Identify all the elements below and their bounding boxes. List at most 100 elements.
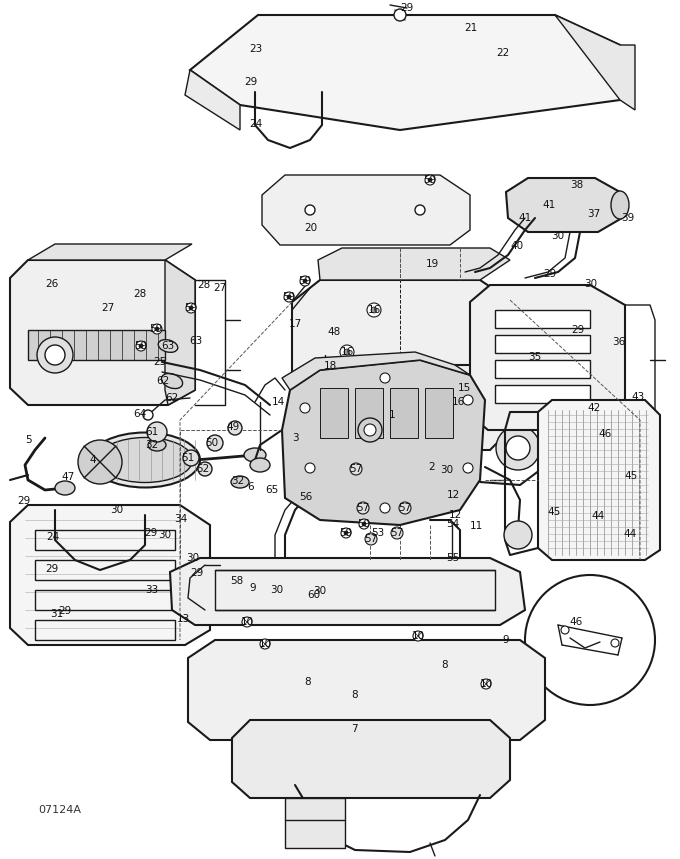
Text: 59: 59	[150, 324, 163, 334]
Circle shape	[228, 421, 242, 435]
Polygon shape	[282, 360, 485, 525]
Text: 26: 26	[46, 279, 58, 289]
Text: 12: 12	[448, 510, 462, 520]
Text: 65: 65	[265, 485, 279, 495]
Bar	[355, 388, 383, 438]
Text: 8: 8	[352, 690, 358, 700]
Circle shape	[260, 639, 270, 649]
Text: 11: 11	[469, 521, 483, 531]
Text: 58: 58	[231, 576, 243, 586]
Text: 56: 56	[299, 492, 313, 502]
Text: 57: 57	[398, 503, 411, 513]
Text: 59: 59	[135, 341, 148, 351]
Ellipse shape	[148, 439, 166, 451]
Circle shape	[496, 426, 540, 470]
Text: 30: 30	[584, 279, 598, 289]
Circle shape	[305, 463, 315, 473]
Text: 29: 29	[58, 606, 71, 616]
Circle shape	[391, 527, 403, 539]
Polygon shape	[165, 260, 195, 405]
Polygon shape	[555, 15, 635, 110]
Text: 16: 16	[341, 347, 354, 357]
Circle shape	[207, 435, 223, 451]
Text: 46: 46	[598, 429, 611, 439]
Circle shape	[413, 631, 423, 641]
Text: 12: 12	[446, 490, 460, 500]
Circle shape	[136, 341, 146, 351]
Polygon shape	[185, 70, 240, 130]
Circle shape	[183, 450, 199, 466]
Polygon shape	[188, 640, 545, 740]
Text: 60: 60	[307, 590, 320, 600]
Ellipse shape	[90, 432, 200, 488]
Text: 50: 50	[205, 438, 218, 448]
Circle shape	[481, 679, 491, 689]
Circle shape	[143, 410, 153, 420]
Text: 27: 27	[214, 283, 226, 293]
Circle shape	[425, 175, 435, 185]
Circle shape	[463, 463, 473, 473]
Circle shape	[303, 279, 307, 283]
Circle shape	[147, 422, 167, 442]
Text: 29: 29	[190, 568, 203, 578]
Circle shape	[300, 403, 310, 413]
Circle shape	[428, 178, 432, 182]
Text: 24: 24	[250, 119, 262, 129]
Text: 4: 4	[90, 455, 97, 465]
Text: 19: 19	[426, 259, 439, 269]
Text: 44: 44	[624, 529, 636, 539]
Text: 52: 52	[197, 464, 209, 474]
Circle shape	[341, 528, 351, 538]
Text: 59: 59	[282, 292, 296, 302]
Text: 29: 29	[401, 3, 413, 13]
Circle shape	[305, 205, 315, 215]
Circle shape	[506, 436, 530, 460]
Polygon shape	[28, 244, 192, 260]
Bar	[495, 360, 590, 378]
Circle shape	[371, 307, 377, 313]
Circle shape	[78, 440, 122, 484]
Circle shape	[455, 399, 461, 405]
Text: 13: 13	[176, 614, 190, 624]
Bar	[390, 388, 418, 438]
Text: 16: 16	[452, 397, 464, 407]
Circle shape	[364, 424, 376, 436]
Text: 35: 35	[528, 352, 542, 362]
Text: 62: 62	[156, 376, 169, 386]
Polygon shape	[10, 260, 195, 405]
Text: 48: 48	[327, 327, 341, 337]
Text: 18: 18	[324, 361, 337, 371]
Text: 7: 7	[351, 724, 357, 734]
Text: 10: 10	[241, 617, 254, 627]
Circle shape	[242, 617, 252, 627]
Circle shape	[380, 373, 390, 383]
Text: 16: 16	[367, 305, 381, 315]
Text: 29: 29	[244, 77, 258, 87]
Circle shape	[367, 303, 381, 317]
Circle shape	[152, 324, 162, 334]
Text: 5: 5	[24, 435, 31, 445]
Text: 3: 3	[292, 433, 299, 443]
Text: 28: 28	[133, 289, 147, 299]
Text: 64: 64	[133, 409, 147, 419]
Text: 45: 45	[547, 507, 560, 517]
Circle shape	[198, 462, 212, 476]
Circle shape	[344, 349, 350, 355]
Text: 29: 29	[18, 496, 31, 506]
Circle shape	[394, 9, 406, 21]
Text: 33: 33	[146, 585, 158, 595]
Ellipse shape	[158, 339, 177, 352]
Text: 30: 30	[186, 553, 199, 563]
Text: 43: 43	[631, 392, 645, 402]
Text: 49: 49	[226, 422, 239, 432]
Ellipse shape	[611, 191, 629, 219]
Text: 22: 22	[496, 48, 509, 58]
Text: 34: 34	[174, 514, 188, 524]
Circle shape	[359, 519, 369, 529]
Text: 10: 10	[258, 639, 271, 649]
Text: 55: 55	[446, 553, 460, 563]
Text: 37: 37	[588, 209, 600, 219]
Circle shape	[561, 626, 569, 634]
Bar	[495, 385, 590, 403]
Circle shape	[525, 575, 655, 705]
